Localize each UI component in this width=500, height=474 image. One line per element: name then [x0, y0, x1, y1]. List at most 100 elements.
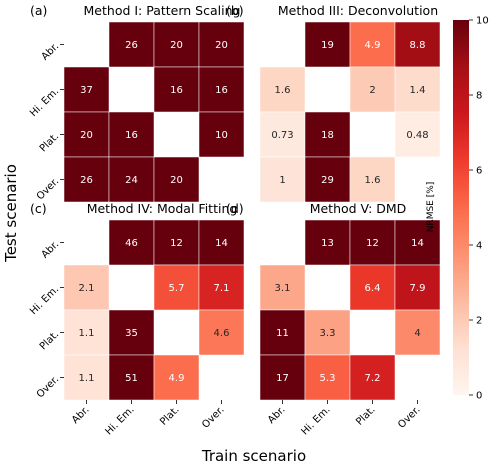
cell-value-label: 24: [125, 175, 138, 186]
heatmap-cell-empty: [350, 112, 395, 157]
cell-value-label: 10: [215, 130, 228, 141]
cell-value-label: 18: [321, 130, 334, 141]
heatmap-panel-2: (b) Method III: Deconvolution 19 4.9 8.8 1.6 2…: [226, 3, 441, 203]
cell-value-label: 3.1: [275, 283, 291, 294]
cell-value-label: 16: [215, 85, 228, 96]
cell-value-label: 6.4: [365, 283, 381, 294]
y-tick-label: Plat.: [38, 131, 61, 154]
y-tick-label: Hi. Em.: [28, 284, 61, 317]
panel-letter: (d): [226, 201, 244, 216]
colorbar-gradient: [453, 20, 469, 395]
heatmap-cell-empty: [199, 157, 244, 202]
heatmap-cell-empty: [305, 265, 350, 310]
x-tick-label: Hi. Em.: [103, 404, 136, 437]
cell-value-label: 4.9: [169, 373, 185, 384]
heatmap-cell: [63, 264, 110, 311]
heatmap-cell-empty: [395, 355, 440, 400]
cell-value-label: 20: [215, 40, 228, 51]
heatmap-cell: [349, 219, 396, 266]
heatmap-cell: [63, 354, 110, 401]
panel-letter: (c): [30, 201, 47, 216]
cell-value-label: 26: [80, 175, 93, 186]
cell-value-label: 20: [170, 40, 183, 51]
cell-value-label: 51: [125, 373, 138, 384]
x-tick-label: Hi. Em.: [299, 404, 332, 437]
colorbar-tick-label: 10: [476, 16, 489, 27]
panel-title: Method III: Deconvolution: [278, 3, 438, 18]
heatmap-cell: [198, 219, 245, 266]
heatmap-cell: [394, 309, 441, 356]
colorbar-tick-label: 8: [476, 91, 482, 102]
colorbar-label: NRMSE [%]: [426, 182, 436, 233]
cell-value-label: 2.1: [79, 283, 95, 294]
heatmap-cell-empty: [64, 220, 109, 265]
cell-value-label: 1.4: [410, 85, 426, 96]
heatmap-cell: [304, 354, 351, 401]
cell-value-label: 1.6: [275, 85, 291, 96]
heatmap-panel-4: (d) Method V: DMD 13 12 14 3.1 6.4 7.9 11 3.3 4 17 5…: [226, 201, 441, 438]
colorbar-tick-label: 6: [476, 166, 482, 177]
heatmap-panel-1: (a) Method I: Pattern Scaling 26 20 20 37 16 16…: [28, 3, 245, 203]
heatmap-cell: [394, 21, 441, 68]
cell-value-label: 46: [125, 238, 138, 249]
colorbar-ticks: 0 2 4 6 8 10: [469, 16, 489, 402]
cell-value-label: 17: [276, 373, 289, 384]
y-tick-label: Hi. Em.: [28, 86, 61, 119]
heatmap-cell: [153, 66, 200, 113]
cell-value-label: 5.7: [169, 283, 185, 294]
x-tick-label: Over.: [396, 404, 422, 430]
heatmap-cell: [63, 309, 110, 356]
cell-value-label: 7.9: [410, 283, 426, 294]
y-tick-label: Over.: [35, 176, 61, 202]
cell-value-label: 29: [321, 175, 334, 186]
heatmap-cell: [349, 354, 396, 401]
cell-value-label: 11: [276, 328, 289, 339]
heatmap-cell: [259, 66, 306, 113]
heatmap-cell: [259, 156, 306, 203]
y-tick-label: Abr.: [40, 41, 62, 63]
heatmap-cell: [63, 66, 110, 113]
heatmap-cell: [198, 66, 245, 113]
cell-value-label: 12: [366, 238, 379, 249]
cell-value-label: 0.48: [406, 130, 428, 141]
heatmap-cell: [304, 156, 351, 203]
y-tick-label: Abr.: [40, 239, 62, 261]
heatmap-cell-empty: [154, 112, 199, 157]
cell-value-label: 20: [80, 130, 93, 141]
heatmap-cell: [108, 21, 155, 68]
panel-letter: (a): [30, 3, 47, 18]
cell-value-label: 1.6: [365, 175, 381, 186]
cell-value-label: 26: [125, 40, 138, 51]
heatmap-cell: [108, 309, 155, 356]
heatmap-cell: [259, 309, 306, 356]
cell-value-label: 19: [321, 40, 334, 51]
heatmap-cell: [198, 309, 245, 356]
x-tick-label: Abr.: [266, 404, 288, 426]
heatmap-cell: [304, 219, 351, 266]
cell-value-label: 1.1: [79, 373, 95, 384]
cell-value-label: 14: [411, 238, 424, 249]
cell-value-label: 4.9: [365, 40, 381, 51]
cell-value-label: 16: [170, 85, 183, 96]
heatmap-cell: [153, 156, 200, 203]
panel-title: Method V: DMD: [310, 201, 407, 216]
heatmap-cell: [349, 264, 396, 311]
heatmap-cell-empty: [395, 157, 440, 202]
colorbar-tick-label: 0: [476, 391, 482, 402]
heatmap-cell-empty: [64, 22, 109, 67]
heatmap-cell: [153, 354, 200, 401]
heatmap-cell-empty: [260, 22, 305, 67]
cell-value-label: 4: [414, 328, 420, 339]
heatmap-cell: [394, 66, 441, 113]
colorbar-tick-label: 2: [476, 316, 482, 327]
colorbar: 0 2 4 6 8 10 NRMSE [%]: [426, 16, 489, 402]
heatmap-cell-empty: [350, 310, 395, 355]
heatmap-cell: [349, 21, 396, 68]
y-axis-title: Test scenario: [2, 164, 20, 263]
heatmap-cell: [304, 111, 351, 158]
heatmap-cell-empty: [260, 220, 305, 265]
heatmap-cell: [63, 156, 110, 203]
y-tick-label: Over.: [35, 374, 61, 400]
cell-value-label: 35: [125, 328, 138, 339]
